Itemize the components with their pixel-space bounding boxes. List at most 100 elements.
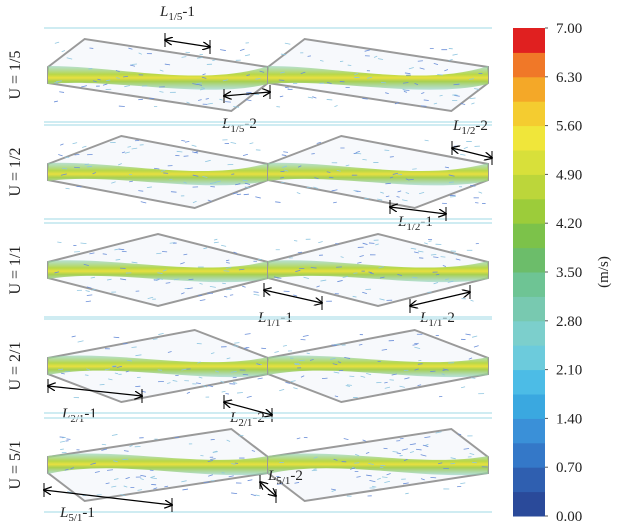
velocity-vector <box>344 438 349 439</box>
velocity-vector <box>243 374 248 375</box>
velocity-vector <box>103 254 107 255</box>
colorbar-tick-label: 6.30 <box>556 70 582 86</box>
velocity-vector <box>224 296 227 297</box>
colorbar-band <box>513 223 545 248</box>
velocity-vector <box>181 140 185 141</box>
velocity-vector <box>450 195 456 196</box>
velocity-vector <box>114 337 120 338</box>
symbol: L <box>397 214 406 230</box>
velocity-vector <box>60 449 64 450</box>
velocity-vector <box>318 242 322 243</box>
suffix: -1 <box>280 310 293 326</box>
velocity-vector <box>425 140 429 141</box>
velocity-vector <box>275 202 280 203</box>
velocity-vector <box>141 202 146 203</box>
panel: U = 1/5L1/5-1L1/5-2 <box>7 4 492 135</box>
colorbar-tick-label: 0.00 <box>556 509 582 525</box>
colorbar-band <box>513 370 545 395</box>
colorbar-band <box>513 492 545 517</box>
suffix: -2 <box>442 310 455 326</box>
row-label: U = 1/2 <box>7 147 24 196</box>
velocity-vector <box>327 99 333 100</box>
dimension-arrow <box>390 207 446 214</box>
velocity-vector <box>222 391 226 392</box>
velocity-vector <box>393 452 398 453</box>
suffix: -2 <box>475 118 488 134</box>
velocity-vector <box>470 98 476 99</box>
dimension-label: L2/1-1 <box>61 406 97 425</box>
colorbar-band <box>513 174 545 199</box>
velocity-vector <box>233 382 237 383</box>
velocity-vector <box>131 347 136 348</box>
velocity-vector <box>131 64 137 65</box>
velocity-vector <box>225 102 231 103</box>
velocity-vector <box>62 51 65 52</box>
velocity-vector <box>297 193 300 194</box>
row-label: U = 1/1 <box>7 245 24 294</box>
velocity-vector <box>381 82 386 83</box>
suffix: -1 <box>84 406 97 422</box>
velocity-vector <box>294 241 297 242</box>
colorbar-band <box>513 101 545 126</box>
velocity-vector <box>138 191 143 192</box>
velocity-vector <box>59 92 64 93</box>
velocity-vector <box>363 440 366 441</box>
suffix: -2 <box>244 116 257 132</box>
symbol: L <box>267 468 276 484</box>
velocity-vector <box>256 495 260 496</box>
velocity-vector <box>303 335 309 336</box>
velocity-vector <box>255 197 260 198</box>
subscript: 5/1 <box>68 512 82 524</box>
velocity-vector <box>464 147 468 148</box>
velocity-vector <box>76 186 81 187</box>
velocity-vector <box>472 336 477 337</box>
velocity-vector <box>171 192 177 193</box>
symbol: L <box>257 310 266 326</box>
velocity-vector <box>450 196 456 197</box>
velocity-vector <box>279 389 284 390</box>
velocity-vector <box>430 477 436 478</box>
panel: U = 2/1L2/1-1L2/1-2 <box>7 319 492 429</box>
colorbar-tick-label: 2.10 <box>556 363 582 379</box>
velocity-vector <box>245 55 250 56</box>
dimension-arrow <box>165 40 210 47</box>
velocity-vector <box>242 286 245 287</box>
figure: U = 1/5L1/5-1L1/5-2U = 1/2L1/2-2L1/2-1U … <box>0 0 620 531</box>
velocity-vector <box>436 274 439 275</box>
colorbar-band <box>513 467 545 492</box>
velocity-vector <box>421 106 427 107</box>
dimension-label: L1/5-1 <box>159 4 195 23</box>
velocity-vector <box>201 88 204 89</box>
velocity-vector <box>254 292 259 293</box>
velocity-vector <box>86 290 90 291</box>
velocity-vector <box>182 489 188 490</box>
colorbar-tick-label: 3.50 <box>556 265 582 281</box>
velocity-vector <box>86 301 91 302</box>
velocity-vector <box>102 444 106 445</box>
symbol: L <box>159 4 168 20</box>
colorbar-band <box>513 443 545 468</box>
velocity-vector <box>418 61 423 62</box>
symbol: L <box>221 116 230 132</box>
velocity-vector <box>333 202 337 203</box>
velocity-vector <box>185 141 189 142</box>
symbol: L <box>419 310 428 326</box>
velocity-vector <box>258 378 263 379</box>
velocity-vector <box>254 294 260 295</box>
velocity-vector <box>82 146 86 147</box>
velocity-vector <box>312 97 316 98</box>
colorbar-tick-label: 2.80 <box>556 314 582 330</box>
velocity-vector <box>54 101 58 102</box>
dimension-arrow <box>452 148 492 158</box>
velocity-vector <box>405 493 408 494</box>
velocity-vector <box>283 152 288 153</box>
velocity-vector <box>158 333 163 334</box>
velocity-vector <box>234 343 239 344</box>
subscript: 1/5 <box>168 11 183 23</box>
suffix: -1 <box>420 214 433 230</box>
suffix: -1 <box>82 505 95 521</box>
velocity-vector <box>299 360 305 361</box>
velocity-vector <box>248 480 253 481</box>
colorbar-band <box>513 418 545 443</box>
colorbar-band <box>513 77 545 102</box>
